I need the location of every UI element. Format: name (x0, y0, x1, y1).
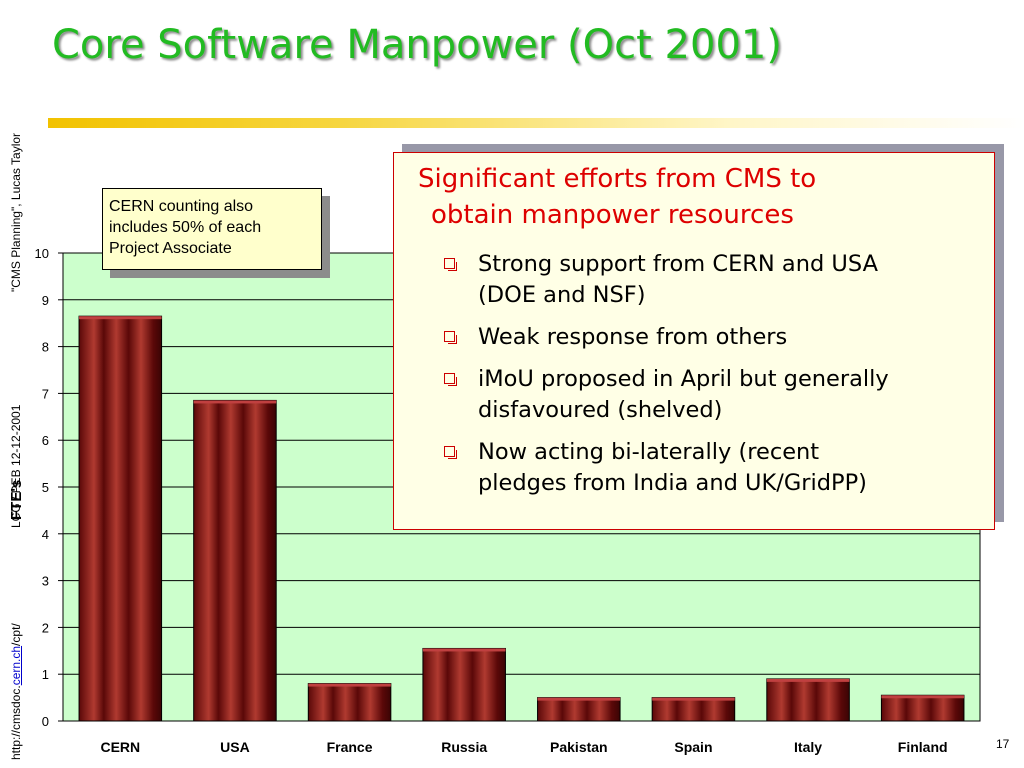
bar-top-highlight (652, 697, 735, 701)
bar-spain (651, 697, 736, 722)
bar-top-highlight (881, 695, 964, 699)
bar-italy (766, 678, 850, 722)
cern-callout: CERN counting also includes 50% of each … (102, 188, 322, 270)
box-bullet-icon (444, 331, 457, 344)
y-tick-label: 7 (42, 386, 49, 401)
x-tick-label: Finland (898, 739, 948, 755)
x-tick-label: France (327, 739, 373, 755)
bar-top-highlight (308, 683, 391, 687)
y-tick-label: 8 (42, 340, 49, 355)
bar-pakistan (537, 697, 621, 722)
bullet-item: Weak response from others (444, 322, 974, 353)
callout-line: includes 50% of each (109, 219, 262, 236)
x-axis-labels: CERN USA France Russia Pakistan Spain Italy Fin… (100, 739, 947, 755)
bars (78, 315, 965, 722)
textbox-heading: Significant efforts from CMS to obtain m… (418, 161, 978, 233)
x-tick-label: Pakistan (550, 739, 608, 755)
title-underline (48, 118, 1024, 128)
bar-top-highlight (422, 648, 506, 652)
bullet-item: Now acting bi-laterally (recent pledges f… (444, 437, 974, 499)
bullet-list: Strong support from CERN and USA (DOE and… (444, 249, 974, 510)
heading-line: Significant efforts from CMS to (418, 164, 817, 194)
y-tick-label: 1 (42, 667, 49, 682)
bar-russia (422, 647, 506, 722)
summary-textbox: Significant efforts from CMS to obtain m… (393, 152, 995, 530)
heading-line: obtain manpower resources (431, 200, 794, 230)
bar-cern (78, 315, 163, 722)
bar-france (307, 683, 392, 722)
x-tick-label: USA (220, 739, 250, 755)
y-tick-label: 0 (42, 714, 49, 729)
y-axis-title: FTE's (8, 480, 25, 520)
bullet-text: iMoU proposed in April but generally (478, 366, 889, 392)
box-bullet-icon (444, 258, 457, 271)
y-tick-label: 4 (42, 527, 49, 542)
y-tick-label: 5 (42, 480, 49, 495)
x-tick-label: Russia (441, 739, 487, 755)
bar-top-highlight (79, 316, 162, 320)
bar-top-highlight (193, 400, 277, 404)
callout-line: CERN counting also (109, 198, 254, 215)
bullet-item: Strong support from CERN and USA (DOE and… (444, 249, 974, 311)
box-bullet-icon (444, 373, 457, 386)
bar-finland (880, 694, 965, 722)
x-tick-label: Spain (674, 739, 712, 755)
bullet-item: iMoU proposed in April but generally disf… (444, 364, 974, 426)
x-tick-label: CERN (100, 739, 140, 755)
page-number: 17 (996, 737, 1010, 751)
bullet-text: (DOE and NSF) (478, 282, 646, 308)
y-tick-label: 9 (42, 293, 49, 308)
bullet-text: Weak response from others (478, 324, 788, 350)
bullet-text: pledges from India and UK/GridPP) (478, 470, 867, 496)
bullet-text: disfavoured (shelved) (478, 397, 723, 423)
x-tick-label: Italy (794, 739, 822, 755)
bar-top-highlight (766, 678, 850, 682)
bullet-text: Strong support from CERN and USA (478, 251, 878, 277)
bar-usa (193, 399, 277, 722)
y-tick-label: 10 (35, 246, 49, 261)
y-axis-ticks: 0 1 2 3 4 5 6 7 8 9 10 (35, 246, 63, 729)
bullet-text: Now acting bi-laterally (recent (478, 439, 820, 465)
y-tick-label: 6 (42, 433, 49, 448)
y-tick-label: 3 (42, 574, 49, 589)
callout-line: Project Associate (109, 240, 232, 257)
box-bullet-icon (444, 446, 457, 459)
slide-title: Core Software Manpower (Oct 2001) (52, 22, 782, 68)
y-tick-label: 2 (42, 620, 49, 635)
bar-top-highlight (537, 697, 621, 701)
